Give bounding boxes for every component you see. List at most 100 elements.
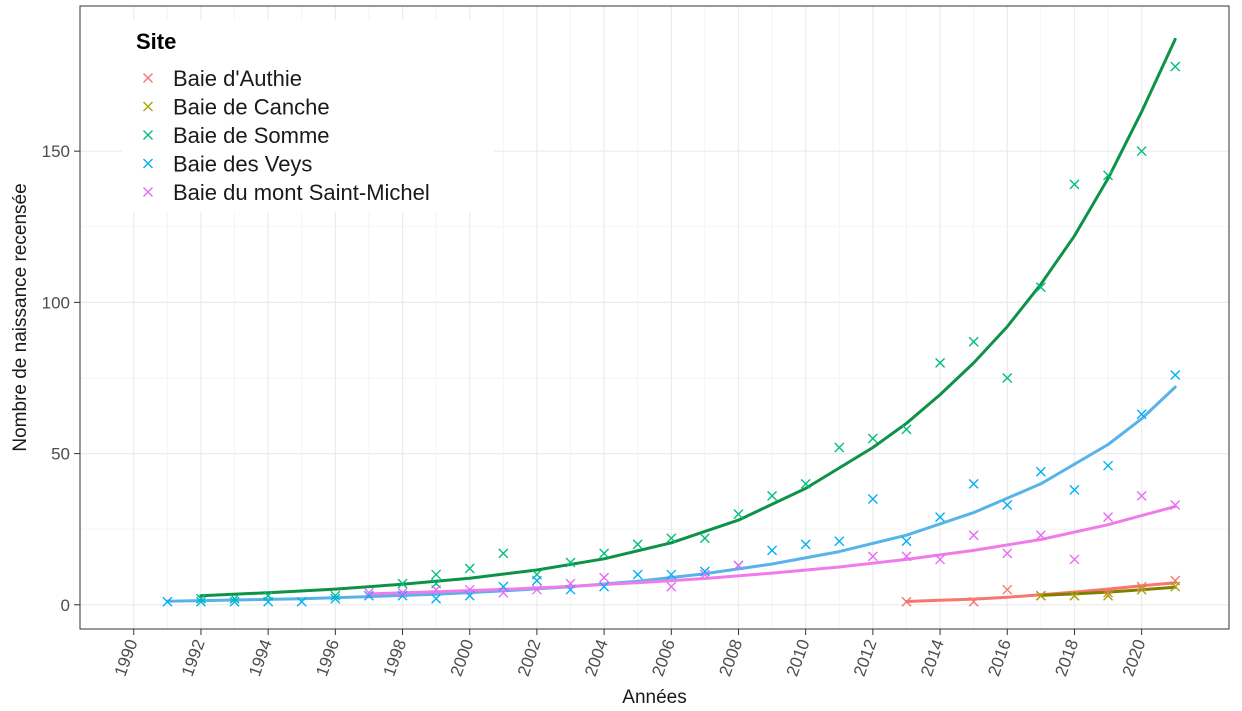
data-point	[1002, 372, 1013, 383]
data-point	[968, 336, 979, 347]
data-point	[1170, 61, 1181, 72]
data-point	[1002, 500, 1013, 510]
data-point	[935, 357, 946, 368]
data-point	[565, 578, 576, 589]
data-point	[767, 545, 778, 556]
data-point	[1103, 587, 1114, 598]
data-point	[464, 584, 475, 595]
x-axis-title: Années	[622, 687, 686, 708]
data-point	[834, 442, 845, 453]
x-tick-label: 1994	[245, 637, 276, 679]
data-point	[666, 533, 677, 544]
data-point	[1136, 409, 1147, 420]
legend-label: Baie de Canche	[173, 95, 330, 120]
data-point	[1069, 590, 1080, 601]
data-point	[666, 569, 677, 580]
data-point	[498, 548, 509, 559]
y-tick-label: 50	[51, 445, 70, 464]
data-point	[968, 478, 979, 489]
data-point	[195, 596, 206, 607]
data-point	[397, 590, 408, 601]
data-point	[800, 478, 811, 489]
data-point	[632, 569, 643, 580]
legend-label: Baie des Veys	[173, 152, 312, 177]
legend-label: Baie du mont Saint-Michel	[173, 180, 430, 205]
data-point	[1103, 170, 1114, 181]
data-point	[901, 551, 912, 562]
data-point	[901, 536, 912, 547]
plot-panel-border	[79, 5, 1230, 630]
data-point	[901, 596, 912, 607]
x-tick-label: 2004	[581, 637, 612, 679]
y-tick-label: 150	[42, 142, 70, 161]
data-point	[1103, 512, 1114, 523]
x-tick-label: 2014	[917, 637, 948, 679]
legend-key	[143, 130, 153, 140]
data-point	[800, 539, 811, 550]
data-point	[464, 563, 475, 574]
data-points	[162, 61, 1181, 607]
data-point	[901, 424, 912, 435]
x-tick-label: 1990	[111, 637, 142, 679]
data-point	[968, 596, 979, 607]
data-point	[498, 587, 509, 598]
data-point	[1035, 466, 1046, 477]
data-point	[296, 596, 307, 607]
legend-key	[143, 73, 153, 83]
data-point	[363, 590, 374, 601]
data-point	[1136, 490, 1147, 501]
legend-label: Baie de Somme	[173, 123, 330, 148]
data-point	[699, 533, 710, 544]
data-point	[599, 572, 610, 583]
data-point	[1069, 554, 1080, 565]
data-point	[968, 530, 979, 541]
data-point	[935, 554, 946, 565]
data-point	[1103, 590, 1114, 601]
data-point	[1069, 484, 1080, 495]
legend-background	[122, 20, 494, 212]
data-point	[1170, 581, 1181, 592]
data-point	[666, 581, 677, 592]
legend-key	[143, 158, 153, 169]
data-point	[632, 539, 643, 550]
data-point	[935, 512, 946, 523]
data-point	[1035, 530, 1046, 541]
data-point	[1170, 369, 1181, 380]
data-point	[699, 566, 710, 577]
data-point	[531, 584, 542, 595]
data-point	[330, 590, 341, 601]
x-tick-label: 2006	[648, 637, 679, 679]
data-point	[1136, 584, 1147, 595]
trend-line	[367, 505, 1177, 596]
data-point	[867, 433, 878, 444]
y-axis-title: Nombre de naissance recensée	[10, 183, 31, 451]
data-point	[867, 551, 878, 562]
x-tick-label: 2002	[514, 637, 545, 679]
data-point	[733, 560, 744, 571]
x-tick-label: 2010	[783, 637, 814, 679]
trend-line	[199, 37, 1177, 598]
y-tick-label: 100	[42, 293, 70, 312]
data-point	[263, 596, 274, 607]
data-point	[1170, 500, 1181, 510]
data-point	[767, 490, 778, 501]
x-tick-label: 2008	[715, 637, 746, 679]
legend-key	[143, 187, 153, 197]
data-point	[599, 581, 610, 592]
x-tick-label: 1998	[379, 637, 410, 679]
data-point	[699, 569, 710, 580]
data-point	[867, 493, 878, 504]
legend: Site Baie d'Authie Baie de Canche Baie de …	[122, 20, 494, 212]
data-point	[1035, 282, 1046, 293]
data-point	[1136, 581, 1147, 592]
data-point	[1103, 460, 1114, 471]
data-point	[431, 569, 442, 580]
data-point	[363, 587, 374, 598]
data-point	[1136, 146, 1147, 157]
data-point	[162, 596, 173, 607]
data-point	[531, 575, 542, 586]
x-tick-label: 2020	[1119, 637, 1150, 679]
data-point	[1035, 590, 1046, 601]
data-point	[397, 578, 408, 589]
